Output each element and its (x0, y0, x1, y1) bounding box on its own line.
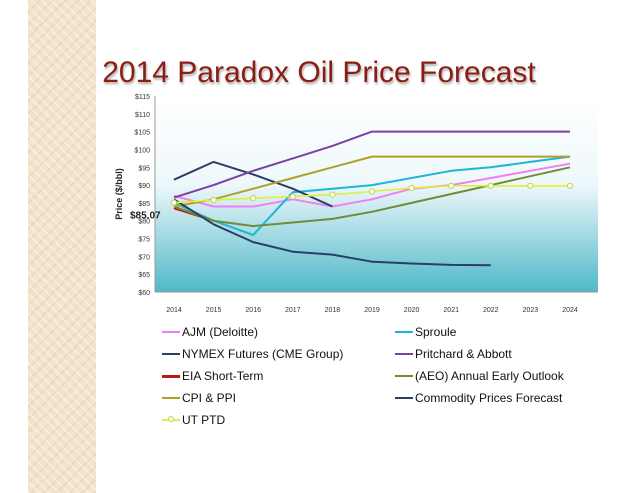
annotation-label: $85.07 (130, 211, 161, 222)
legend-item-sproule: Sproule (395, 322, 456, 342)
series-line-cpi-ppi (173, 155, 570, 208)
y-tick-label: $90 (138, 183, 150, 190)
legend-label: AJM (Deloitte) (182, 325, 259, 339)
series-point-ut-ptd (566, 182, 574, 189)
series-line-sproule (173, 155, 571, 236)
y-axis-label: Price ($/bbl) (114, 168, 124, 220)
decorative-pattern-strip (28, 0, 96, 493)
x-tick-label: 2021 (443, 307, 459, 314)
x-tick-label: 2017 (285, 307, 301, 314)
legend-item-ut-ptd: UT PTD (162, 410, 225, 430)
x-tick-label: 2024 (562, 307, 578, 314)
plot-area (155, 96, 598, 292)
series-line-ajm-deloitte (173, 162, 571, 208)
legend-swatch (395, 353, 413, 355)
legend-swatch (162, 374, 180, 378)
series-point-ut-ptd (210, 196, 217, 204)
legend-item-commodity-prices-forecast: Commodity Prices Forecast (395, 388, 562, 408)
legend-label: Pritchard & Abbott (415, 347, 512, 361)
legend-label: (AEO) Annual Early Outlook (415, 369, 564, 383)
x-tick-label: 2016 (245, 307, 261, 314)
legend-marker (168, 416, 174, 422)
y-tick-label: $60 (138, 290, 150, 297)
y-tick-label: $110 (135, 112, 150, 119)
legend-label: Commodity Prices Forecast (415, 391, 563, 405)
chart-legend: AJM (Deloitte) Sproule NYMEX Futures (CME … (162, 322, 622, 442)
legend-swatch (395, 375, 413, 377)
x-tick-label: 2023 (523, 307, 539, 314)
series-point-ut-ptd (527, 182, 534, 189)
legend-swatch (162, 397, 180, 399)
legend-label: CPI & PPI (182, 391, 237, 405)
series-point-ut-ptd (368, 188, 376, 195)
legend-swatch (162, 331, 180, 333)
series-line-commodity-prices-forecast (173, 198, 491, 267)
y-tick-label: $80 (138, 219, 150, 226)
x-tick-label: 2014 (166, 307, 182, 314)
y-tick-label: $75 (138, 237, 150, 244)
x-axis: 2014 2015 2016 2017 2018 2019 2020 2021 2022 2023… (155, 291, 598, 314)
y-axis: $60 $65 $70 $75 $80 $85 $90 $95 $100 $105 $110 $115 (134, 94, 156, 297)
y-tick-label: $100 (134, 147, 150, 154)
legend-label: Sproule (415, 325, 457, 339)
series-point-ut-ptd (170, 199, 178, 206)
series-layer (170, 130, 574, 267)
legend-label: EIA Short-Term (182, 369, 264, 383)
series-point-ut-ptd (448, 182, 455, 189)
y-tick-label: $70 (138, 254, 150, 261)
y-tick-label: $105 (134, 130, 150, 137)
legend-item-eia-short-term: EIA Short-Term (162, 366, 263, 386)
legend-swatch (395, 397, 413, 399)
legend-swatch (395, 331, 413, 333)
x-tick-label: 2018 (325, 307, 341, 314)
series-point-ut-ptd (329, 191, 336, 198)
slide-title: 2014 Paradox Oil Price Forecast (102, 56, 536, 89)
legend-item-nymex-futures-cme-group: NYMEX Futures (CME Group) (162, 344, 343, 364)
x-tick-label: 2020 (404, 307, 420, 314)
legend-label: NYMEX Futures (CME Group) (182, 347, 344, 361)
x-tick-label: 2022 (483, 307, 499, 314)
x-tick-label: 2015 (206, 307, 222, 314)
legend-item-ajm-deloitte: AJM (Deloitte) (162, 322, 258, 342)
series-point-ut-ptd (487, 182, 494, 189)
legend-swatch (162, 416, 180, 422)
legend-item-aeo-annual-early-outlook: (AEO) Annual Early Outlook (395, 366, 564, 386)
series-point-ut-ptd (289, 193, 296, 200)
legend-label: UT PTD (182, 413, 226, 427)
y-tick-label: $95 (138, 165, 150, 172)
series-line-nymex-futures-cme-group (173, 160, 333, 208)
legend-item-cpi-ppi: CPI & PPI (162, 388, 236, 408)
y-tick-label: $65 (138, 272, 150, 279)
y-tick-label: $115 (135, 94, 150, 101)
series-point-ut-ptd (408, 184, 415, 192)
series-line-pritchard-abbott (173, 130, 570, 199)
legend-swatch (162, 353, 180, 355)
series-line-aeo-annual-early-outlook (173, 166, 571, 228)
series-point-ut-ptd (250, 195, 257, 202)
x-tick-label: 2019 (364, 307, 380, 314)
y-tick-label: $85 (138, 201, 150, 208)
legend-item-pritchard-abbott: Pritchard & Abbott (395, 344, 512, 364)
